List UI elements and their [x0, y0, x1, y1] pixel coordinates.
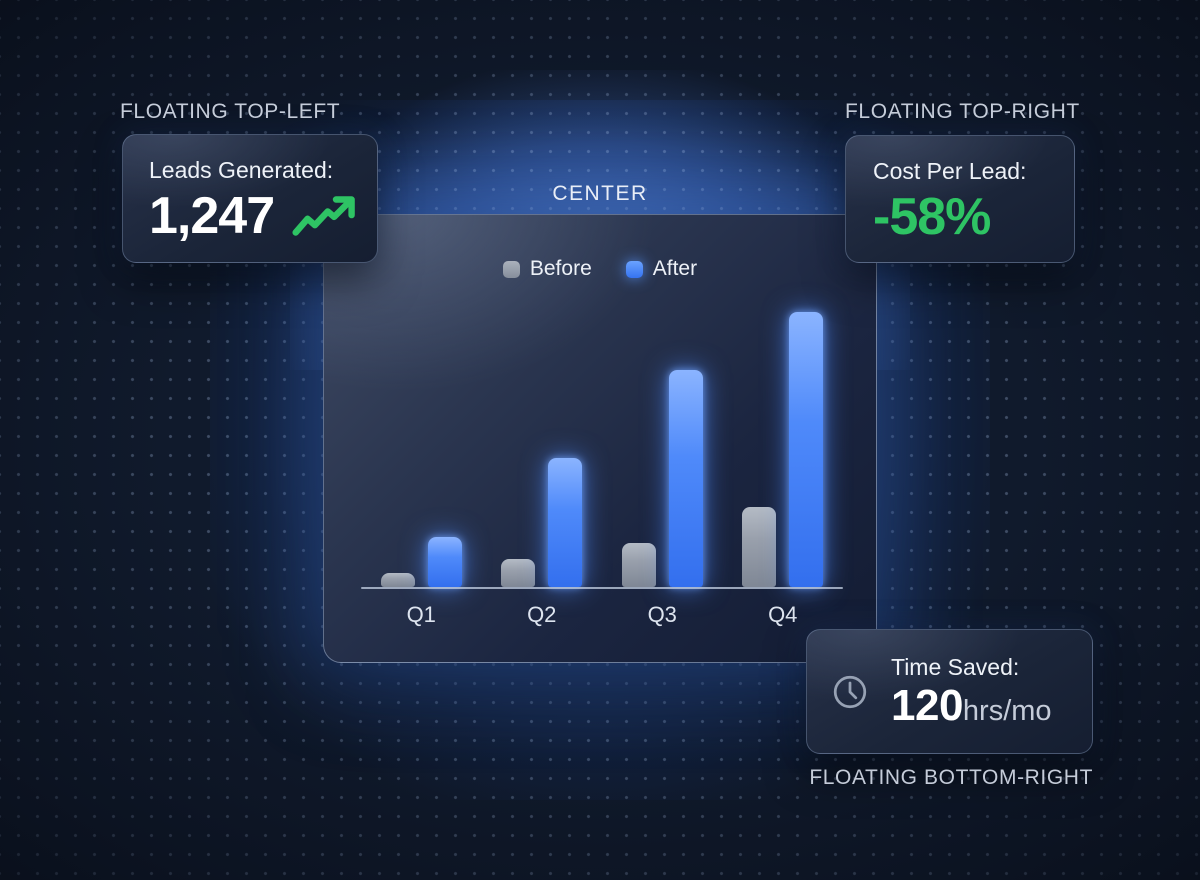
- category-label-q2: Q2: [527, 602, 557, 627]
- leads-generated-card: Leads Generated: 1,247: [122, 134, 378, 263]
- leads-generated-value: 1,247: [149, 187, 275, 245]
- bar-group-q2: [482, 458, 603, 587]
- trend-up-icon: [292, 194, 358, 238]
- category-label-q4: Q4: [768, 602, 798, 627]
- legend-item-before: Before: [502, 257, 592, 281]
- x-axis-line: [361, 587, 843, 589]
- bar-group-q1: [361, 537, 482, 587]
- chart-legend: Before After: [324, 257, 876, 281]
- bar-group-q3: [602, 370, 723, 587]
- legend-item-after: After: [625, 257, 698, 281]
- clock-icon: [831, 673, 869, 711]
- category-label-q1: Q1: [406, 602, 436, 627]
- bar-after-q1: [427, 537, 462, 587]
- cost-per-lead-value: -58%: [873, 188, 991, 246]
- cost-per-lead-card: Cost Per Lead: -58%: [845, 135, 1075, 263]
- bar-after-q2: [548, 458, 583, 587]
- legend-label-after: After: [652, 257, 698, 280]
- time-saved-title: Time Saved:: [891, 653, 1020, 680]
- category-labels: Q1 Q2 Q3 Q4: [361, 602, 843, 628]
- bar-after-q4: [789, 312, 824, 587]
- time-saved-card: Time Saved: 120hrs/mo: [806, 629, 1093, 754]
- bar-before-q2: [501, 559, 536, 587]
- legend-swatch-before-icon: [502, 260, 520, 278]
- center-label: CENTER: [552, 182, 648, 205]
- bar-before-q3: [621, 543, 656, 587]
- floating-top-left-label: FLOATING TOP-LEFT: [120, 100, 341, 123]
- bar-before-q1: [380, 573, 415, 587]
- legend-swatch-after-icon: [625, 260, 643, 278]
- legend-label-before: Before: [529, 257, 592, 280]
- floating-bottom-right-label: FLOATING BOTTOM-RIGHT: [809, 766, 1093, 789]
- floating-top-right-label: FLOATING TOP-RIGHT: [845, 100, 1080, 123]
- category-label-q3: Q3: [647, 602, 677, 627]
- bar-group-q4: [723, 312, 844, 587]
- cost-per-lead-title: Cost Per Lead:: [873, 158, 1027, 184]
- leads-generated-title: Leads Generated:: [149, 157, 334, 183]
- time-saved-value: 120: [891, 680, 963, 730]
- time-saved-suffix: hrs/mo: [962, 694, 1052, 727]
- bar-before-q4: [742, 507, 777, 587]
- bar-after-q3: [668, 370, 703, 587]
- chart-panel: Before After Q1 Q2 Q3 Q4: [323, 214, 877, 663]
- bar-groups: [361, 215, 843, 587]
